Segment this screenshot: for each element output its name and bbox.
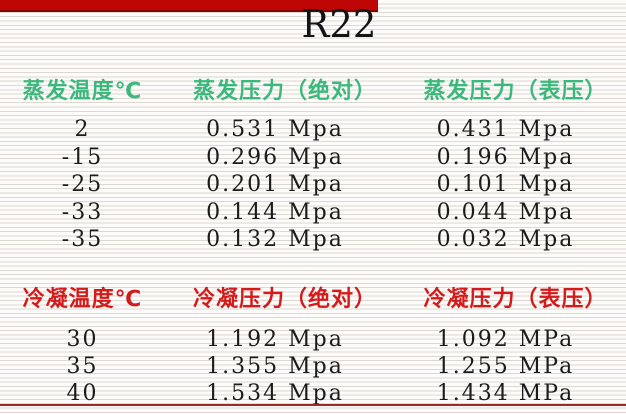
table-cell: 0.032 Mpa	[436, 227, 575, 253]
evaporation-header-absolute-pressure: 蒸发压力（绝对）	[192, 79, 377, 104]
condensation-table: 冷凝温度℃ 冷凝压力（绝对） 冷凝压力（表压） 30 1.192 Mpa 1.0…	[0, 287, 626, 408]
table-cell: 0.144 Mpa	[206, 199, 344, 225]
table-cell: 0.101 Mpa	[436, 172, 575, 198]
table-cell: 1.534 Mpa	[206, 381, 344, 407]
bottom-rule	[0, 404, 626, 406]
table-cell: -15	[61, 144, 104, 170]
table-cell: 35	[66, 354, 99, 380]
table-cell: 1.255 MPa	[436, 354, 575, 380]
table-cell: 0.132 Mpa	[206, 227, 344, 253]
page-title: R22	[301, 3, 377, 46]
table-cell: 40	[66, 381, 99, 407]
table-cell: 0.531 Mpa	[206, 117, 344, 142]
table-cell: 1.192 Mpa	[206, 327, 344, 352]
table-cell: 0.196 Mpa	[436, 144, 575, 170]
evaporation-table: 蒸发温度℃ 蒸发压力（绝对） 蒸发压力（表压） 2 0.531 Mpa 0.43…	[0, 79, 626, 254]
table-cell: 0.201 Mpa	[206, 172, 344, 198]
table-cell: 0.431 Mpa	[436, 117, 575, 142]
condensation-header-absolute-pressure: 冷凝压力（绝对）	[192, 287, 377, 312]
table-cell: -33	[61, 199, 104, 225]
table-cell: 1.434 MPa	[436, 381, 575, 407]
table-cell: -35	[61, 227, 104, 253]
evaporation-header-temperature: 蒸发温度℃	[22, 79, 143, 104]
condensation-header-temperature: 冷凝温度℃	[22, 287, 143, 312]
table-cell: 1.355 Mpa	[206, 354, 344, 380]
table-cell: -25	[61, 172, 104, 198]
evaporation-header-gauge-pressure: 蒸发压力（表压）	[423, 79, 608, 104]
top-accent-bar	[0, 0, 378, 12]
table-cell: 0.296 Mpa	[206, 144, 344, 170]
table-cell: 0.044 Mpa	[436, 199, 575, 225]
table-cell: 30	[66, 327, 99, 352]
condensation-header-gauge-pressure: 冷凝压力（表压）	[423, 287, 608, 312]
table-cell: 1.092 MPa	[436, 327, 575, 352]
table-cell: 2	[74, 117, 91, 142]
